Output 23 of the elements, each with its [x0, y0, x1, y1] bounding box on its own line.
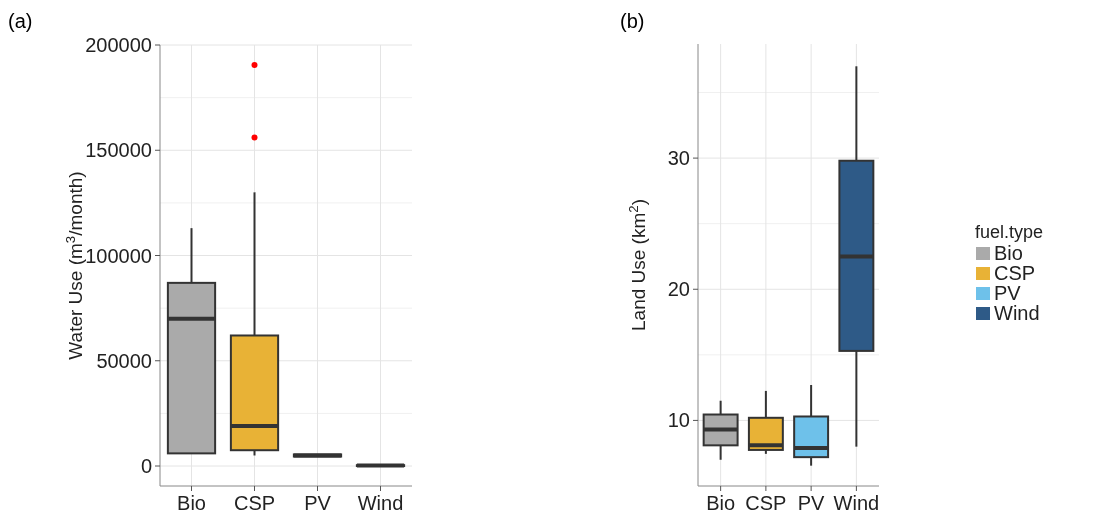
chart-title: (b) — [620, 10, 645, 32]
x-tick-label: Bio — [706, 492, 736, 514]
y-tick-label: 50000 — [96, 349, 152, 372]
chart-title: (a) — [8, 10, 33, 32]
y-tick-label: 20 — [667, 278, 690, 301]
y-tick-label: 200000 — [85, 34, 152, 56]
y-tick-label: 100000 — [85, 244, 152, 267]
x-tick-label: Wind — [833, 492, 880, 514]
y-tick-label: 150000 — [85, 139, 152, 162]
y-tick-label: 30 — [667, 147, 690, 170]
x-tick-label: CSP — [233, 492, 276, 514]
legend-label: PV — [994, 282, 1022, 304]
x-tick-label: PV — [304, 492, 332, 514]
x-tick-label: Wind — [357, 492, 404, 514]
legend-label: Wind — [994, 302, 1040, 324]
legend-title: fuel.type — [975, 222, 1044, 242]
legend-label: Bio — [994, 242, 1023, 264]
y-tick-label: 10 — [667, 409, 690, 432]
legend-label: CSP — [994, 262, 1036, 284]
x-tick-label: Bio — [177, 492, 206, 514]
y-tick-label: 0 — [140, 455, 152, 477]
x-tick-label: PV — [797, 492, 826, 514]
x-tick-label: CSP — [745, 492, 787, 514]
